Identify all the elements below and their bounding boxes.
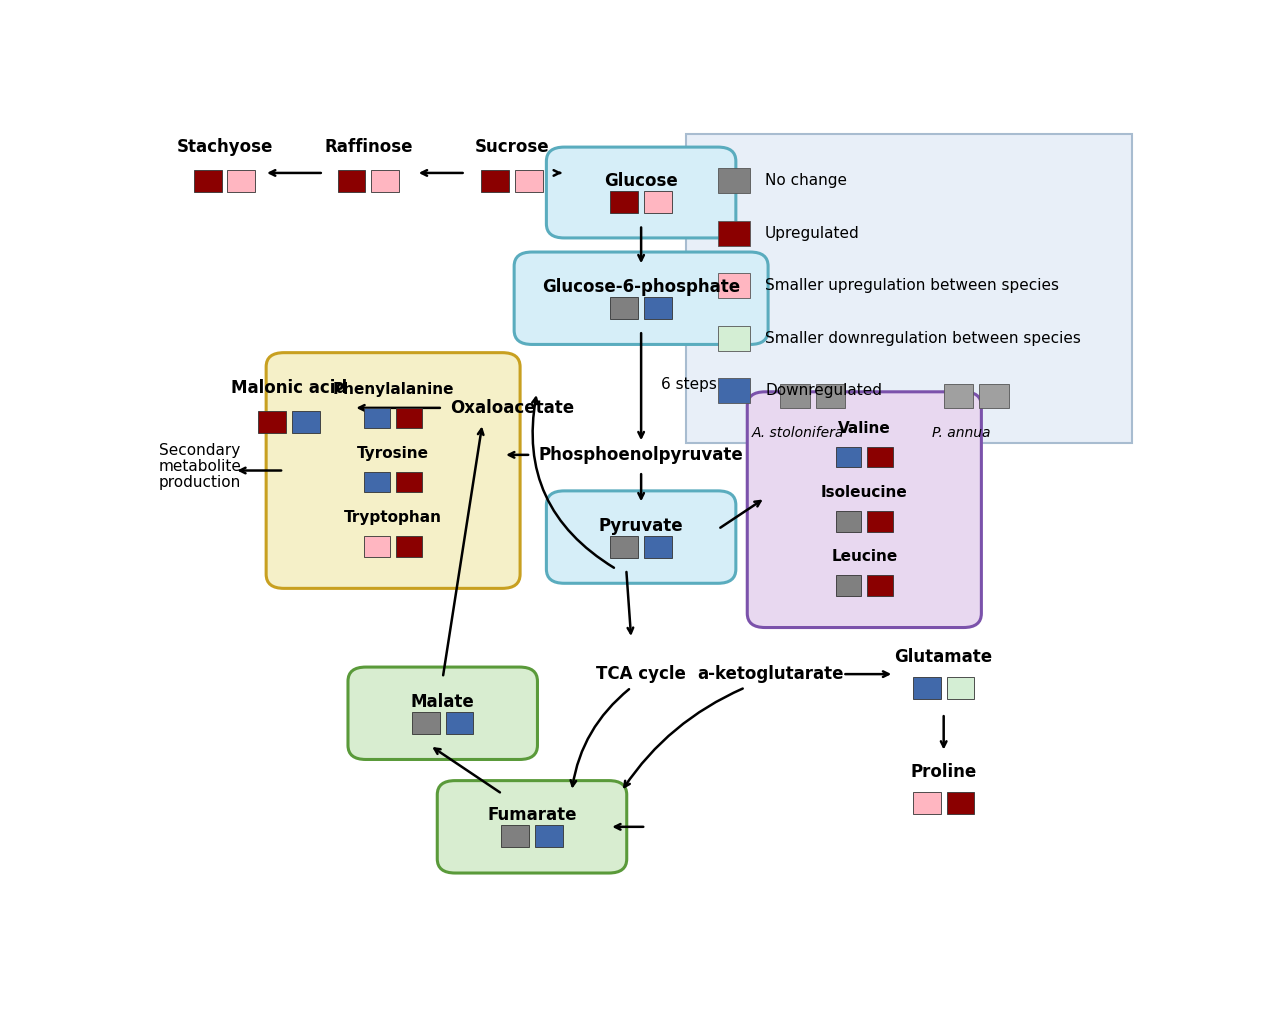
- FancyBboxPatch shape: [445, 712, 474, 734]
- FancyBboxPatch shape: [515, 252, 768, 345]
- Text: Phosphoenolpyruvate: Phosphoenolpyruvate: [539, 445, 744, 464]
- FancyBboxPatch shape: [644, 191, 672, 213]
- Text: 6 steps: 6 steps: [660, 377, 717, 392]
- FancyBboxPatch shape: [396, 408, 422, 428]
- Text: Glucose-6-phosphate: Glucose-6-phosphate: [541, 278, 740, 296]
- Text: Upregulated: Upregulated: [765, 226, 860, 241]
- Text: Malonic acid: Malonic acid: [230, 379, 347, 398]
- FancyBboxPatch shape: [718, 274, 750, 298]
- Text: TCA cycle: TCA cycle: [596, 665, 686, 683]
- FancyBboxPatch shape: [502, 826, 529, 847]
- FancyBboxPatch shape: [644, 536, 672, 557]
- FancyBboxPatch shape: [266, 353, 520, 589]
- FancyBboxPatch shape: [396, 536, 422, 556]
- Text: No change: No change: [765, 173, 847, 188]
- Text: Stachyose: Stachyose: [177, 137, 273, 156]
- FancyBboxPatch shape: [943, 384, 974, 408]
- FancyBboxPatch shape: [947, 792, 974, 815]
- FancyBboxPatch shape: [718, 325, 750, 351]
- FancyBboxPatch shape: [547, 147, 736, 238]
- FancyBboxPatch shape: [718, 168, 750, 193]
- FancyBboxPatch shape: [338, 170, 365, 192]
- Text: Smaller upregulation between species: Smaller upregulation between species: [765, 279, 1059, 293]
- FancyBboxPatch shape: [748, 392, 982, 627]
- Text: Proline: Proline: [910, 763, 977, 781]
- Text: Valine: Valine: [838, 421, 891, 435]
- FancyBboxPatch shape: [718, 221, 750, 246]
- FancyBboxPatch shape: [396, 472, 422, 492]
- Text: Phenylalanine: Phenylalanine: [333, 381, 454, 397]
- FancyBboxPatch shape: [371, 170, 399, 192]
- FancyBboxPatch shape: [547, 491, 736, 584]
- FancyBboxPatch shape: [611, 297, 639, 319]
- Text: Oxaloacetate: Oxaloacetate: [451, 399, 575, 417]
- Text: Glucose: Glucose: [604, 172, 678, 190]
- FancyBboxPatch shape: [348, 667, 538, 760]
- FancyBboxPatch shape: [611, 191, 639, 213]
- Text: Downregulated: Downregulated: [765, 383, 882, 398]
- FancyBboxPatch shape: [193, 170, 221, 192]
- FancyBboxPatch shape: [365, 472, 390, 492]
- Text: Tyrosine: Tyrosine: [357, 445, 429, 461]
- Text: Tryptophan: Tryptophan: [344, 510, 442, 525]
- FancyBboxPatch shape: [515, 170, 543, 192]
- Text: Glutamate: Glutamate: [895, 648, 993, 666]
- Text: Sucrose: Sucrose: [475, 137, 549, 156]
- Text: production: production: [159, 475, 241, 490]
- Text: Fumarate: Fumarate: [488, 806, 577, 824]
- FancyBboxPatch shape: [868, 576, 893, 596]
- FancyBboxPatch shape: [780, 384, 810, 408]
- FancyBboxPatch shape: [644, 297, 672, 319]
- FancyBboxPatch shape: [868, 512, 893, 532]
- FancyBboxPatch shape: [365, 408, 390, 428]
- FancyBboxPatch shape: [365, 536, 390, 556]
- Text: Secondary: Secondary: [159, 443, 241, 459]
- FancyBboxPatch shape: [913, 677, 941, 699]
- FancyBboxPatch shape: [481, 170, 509, 192]
- FancyBboxPatch shape: [292, 411, 320, 433]
- Text: Malate: Malate: [411, 693, 475, 711]
- Text: Leucine: Leucine: [831, 549, 897, 564]
- FancyBboxPatch shape: [438, 781, 627, 873]
- FancyBboxPatch shape: [979, 384, 1009, 408]
- FancyBboxPatch shape: [718, 378, 750, 403]
- Text: Isoleucine: Isoleucine: [820, 485, 908, 500]
- Text: P. annua: P. annua: [932, 426, 991, 440]
- Text: Smaller downregulation between species: Smaller downregulation between species: [765, 331, 1082, 346]
- FancyBboxPatch shape: [535, 826, 563, 847]
- FancyBboxPatch shape: [836, 512, 861, 532]
- Text: metabolite: metabolite: [159, 459, 241, 474]
- FancyBboxPatch shape: [868, 447, 893, 468]
- FancyBboxPatch shape: [686, 134, 1132, 443]
- FancyBboxPatch shape: [913, 792, 941, 815]
- FancyBboxPatch shape: [611, 536, 639, 557]
- FancyBboxPatch shape: [836, 576, 861, 596]
- FancyBboxPatch shape: [815, 384, 846, 408]
- FancyBboxPatch shape: [259, 411, 285, 433]
- FancyBboxPatch shape: [947, 677, 974, 699]
- Text: Pyruvate: Pyruvate: [599, 517, 684, 535]
- Text: a-ketoglutarate: a-ketoglutarate: [696, 665, 844, 683]
- Text: A. stolonifera: A. stolonifera: [751, 426, 844, 440]
- FancyBboxPatch shape: [228, 170, 255, 192]
- FancyBboxPatch shape: [412, 712, 440, 734]
- FancyBboxPatch shape: [836, 447, 861, 468]
- Text: Raffinose: Raffinose: [324, 137, 412, 156]
